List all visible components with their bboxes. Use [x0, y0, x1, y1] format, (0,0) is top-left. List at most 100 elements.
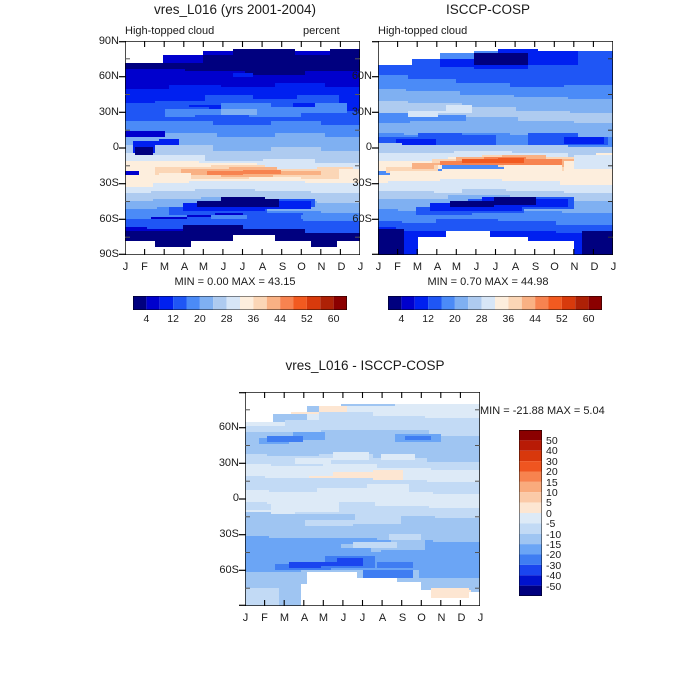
panel-model-xlabel-11: D — [337, 261, 346, 273]
panel-obs-minmax: MIN = 0.70 MAX = 44.98 — [427, 276, 549, 288]
panel-model-xlabel-2: M — [159, 261, 170, 273]
cb-abs-left-label-28: 28 — [220, 313, 233, 325]
panel-difference-xlabel-9: O — [417, 612, 426, 624]
panel-obs-xlabel-6: J — [492, 261, 499, 273]
cb-diff-label-30: 30 — [546, 456, 558, 468]
cb-abs-left-label-52: 52 — [301, 313, 313, 325]
panel-obs-yticks — [608, 58, 613, 238]
panel-model-xlabel-0: J — [122, 261, 129, 273]
panel-obs-xlabel-8: S — [531, 261, 540, 273]
panel-difference-xlabel-12: J — [477, 612, 484, 624]
panel-model-ylabel-30N: 30N — [98, 106, 119, 118]
panel-model-xlabel-8: S — [278, 261, 287, 273]
panel-obs-axis-ticks — [372, 41, 379, 255]
panel-model-xlabel-1: F — [141, 261, 148, 273]
panel-difference-xlabel-5: J — [340, 612, 347, 624]
cb-abs-left-label-36: 36 — [247, 313, 260, 325]
panel-model-ylabel-60S: 60S — [99, 213, 119, 225]
colorbar-absolute-left-swatches — [133, 296, 347, 310]
cb-abs-right-label-28: 28 — [475, 313, 488, 325]
cb-abs-right-label-60: 60 — [582, 313, 595, 325]
cb-abs-left-label-12: 12 — [167, 313, 179, 325]
panel-model-xlabel-5: J — [220, 261, 227, 273]
cb-diff-label-15: 15 — [546, 477, 558, 489]
panel-difference-axis-ticks — [239, 392, 246, 606]
panel-obs-ylabel-30S: 30S — [352, 177, 372, 189]
cb-diff-label-m20: -20 — [546, 549, 562, 561]
panel-difference-ylabel-0: 0 — [232, 492, 239, 504]
cb-abs-right-label-12: 12 — [422, 313, 434, 325]
cb-diff-label-50: 50 — [546, 435, 558, 447]
panel-difference-xlabel-0: J — [242, 612, 249, 624]
cb-diff-label-20: 20 — [546, 466, 558, 478]
cb-a-left-cells — [133, 296, 347, 310]
cb-abs-left-label-20: 20 — [194, 313, 206, 325]
panel-difference-ylabel-30N: 30N — [218, 457, 239, 469]
panel-model-ylabel-60N: 60N — [98, 70, 119, 82]
panel-difference-ylabel-60N: 60N — [218, 421, 239, 433]
cb-diff-label-m10: -10 — [546, 529, 562, 541]
panel-difference-minmax: MIN = -21.88 MAX = 5.04 — [480, 405, 605, 417]
cb-abs-left-label-60: 60 — [327, 313, 340, 325]
cb-abs-right-label-20: 20 — [449, 313, 461, 325]
panel-model-ylabel-90N: 90N — [98, 35, 119, 47]
panel-obs-ylabel-30N: 30N — [351, 106, 372, 118]
cb-diff-label-10: 10 — [546, 487, 558, 499]
panel-model-yticks — [125, 58, 360, 238]
panel-model-ylabel-0: 0 — [112, 141, 119, 153]
panel-model-xlabel-6: J — [239, 261, 246, 273]
panel-model-xlabel-3: A — [180, 261, 189, 273]
panel-difference-xlabel-1: F — [261, 612, 268, 624]
cb-abs-left-label-44: 44 — [274, 313, 286, 325]
panel-obs-xlabel-11: D — [590, 261, 599, 273]
panel-obs-xlabel-5: J — [473, 261, 480, 273]
cb-abs-right-label-52: 52 — [556, 313, 568, 325]
panel-model-ylabel-30S: 30S — [99, 177, 119, 189]
panel-obs-ylabel-0: 0 — [365, 141, 372, 153]
cb-a-right-cells — [388, 296, 602, 310]
colorbar-difference-swatches — [519, 430, 542, 596]
cb-diff-label-0: 0 — [546, 508, 552, 520]
panel-obs-xlabel-3: A — [433, 261, 442, 273]
panel-difference-xlabel-8: S — [398, 612, 407, 624]
panel-obs-xlabel-10: N — [570, 261, 579, 273]
cb-abs-right-label-4: 4 — [398, 313, 405, 325]
panel-obs-xlabel-1: F — [394, 261, 401, 273]
panel-model-xlabel-7: A — [258, 261, 267, 273]
cb-diff-label-m40: -40 — [546, 570, 562, 582]
panel-obs-ylabel-60S: 60S — [352, 213, 372, 225]
panel-difference-xlabel-10: N — [437, 612, 446, 624]
panel-model-ylabel-90S: 90S — [99, 248, 119, 260]
panel-difference-xlabel-6: J — [359, 612, 366, 624]
cb-abs-left-label-4: 4 — [143, 313, 150, 325]
panel-difference-xticks — [264, 392, 461, 606]
colorbar-absolute-right-swatches — [388, 296, 602, 310]
panel-model-left-label: High-topped cloud — [125, 25, 215, 37]
panel-difference-ylabel-30S: 30S — [219, 528, 239, 540]
panel-difference-plot — [245, 392, 480, 606]
panel-obs-xlabel-0: J — [375, 261, 382, 273]
cb-diff-label-5: 5 — [546, 497, 552, 509]
cb-diff-label-40: 40 — [546, 445, 558, 457]
panel-difference-xlabel-4: M — [318, 612, 329, 624]
panel-obs-xlabel-4: M — [451, 261, 462, 273]
panel-obs-plot — [378, 41, 613, 255]
panel-difference-xlabel-11: D — [457, 612, 466, 624]
panel-difference-yticks-minor — [245, 409, 480, 589]
panel-obs-xlabel-7: A — [511, 261, 520, 273]
panel-model-xlabel-9: O — [297, 261, 306, 273]
panel-obs-left-label: High-topped cloud — [378, 25, 468, 37]
panel-model-xlabel-4: M — [198, 261, 209, 273]
panel-model-minmax: MIN = 0.00 MAX = 43.15 — [174, 276, 296, 288]
panel-model-plot — [125, 41, 360, 255]
panel-obs-xticks — [397, 41, 594, 255]
cb-abs-right-label-44: 44 — [529, 313, 541, 325]
panel-model-xlabel-10: N — [317, 261, 326, 273]
panel-obs-xlabel-9: O — [550, 261, 559, 273]
panel-difference-xlabel-3: A — [300, 612, 309, 624]
cb-diff-cells — [519, 430, 542, 596]
panel-model-right-label: percent — [303, 25, 340, 37]
panel-difference-xlabel-7: A — [378, 612, 387, 624]
panel-difference-xlabel-2: M — [279, 612, 290, 624]
cb-diff-label-m5: -5 — [546, 518, 556, 530]
